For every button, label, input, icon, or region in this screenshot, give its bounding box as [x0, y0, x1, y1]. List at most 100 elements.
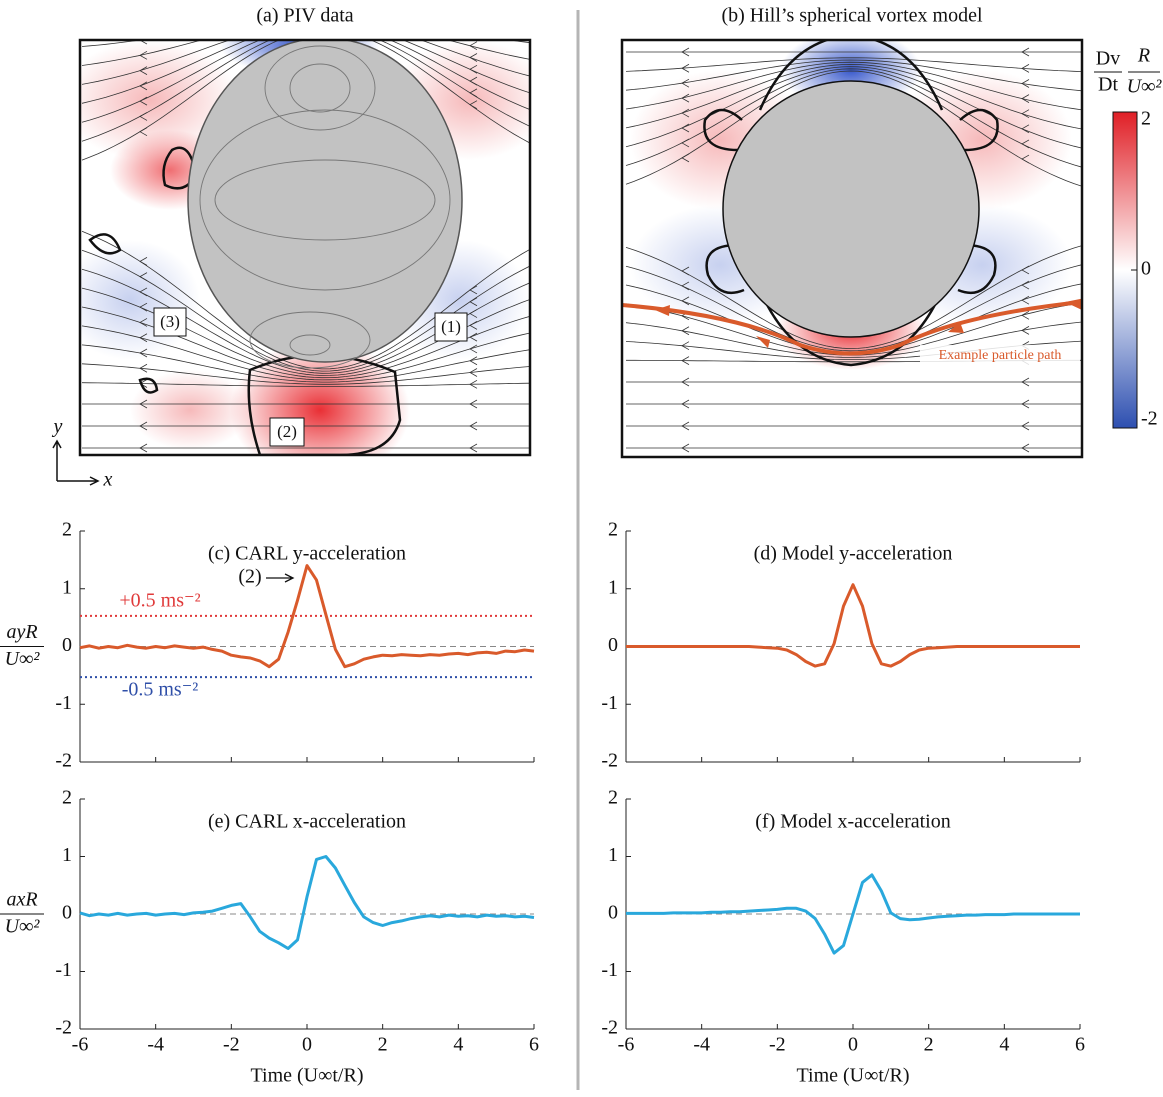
- stream-arrow: [1021, 154, 1030, 164]
- stream-arrow: [1021, 421, 1030, 431]
- reference-label: -0.5 ms⁻²: [122, 679, 199, 701]
- x-label: Time (U∞t/R): [251, 1065, 364, 1087]
- stream-arrow: [469, 443, 478, 453]
- stream-arrow: [681, 78, 690, 88]
- y-label: ayR: [6, 621, 37, 643]
- annotation: (2): [238, 566, 261, 588]
- y-tick-label: 2: [62, 787, 72, 809]
- contour: [959, 108, 999, 152]
- streamline: [625, 63, 1082, 130]
- stream-arrow: [469, 379, 478, 389]
- x-tick-label: 6: [1075, 1034, 1085, 1056]
- inner-streamline: [249, 311, 371, 369]
- x-label: Time (U∞t/R): [797, 1065, 910, 1087]
- field-a: [80, 40, 530, 455]
- stream-arrow: [469, 88, 478, 98]
- body: [722, 80, 980, 338]
- y-tick-label: 1: [608, 844, 618, 866]
- streamlines: [81, 40, 530, 453]
- y-tick-label: -2: [601, 750, 618, 772]
- data-line: [79, 855, 535, 950]
- label-box: [269, 417, 305, 447]
- streamline: [625, 57, 1082, 72]
- colorbar-tick-label: -2: [1141, 408, 1158, 430]
- data-line: [79, 564, 535, 669]
- x-tick-label: 6: [529, 1034, 539, 1056]
- line-charts: -2 -1 0 1 2 +0.5 ms⁻² -0.5 ms⁻² (c) CARL y-acce…: [0, 519, 1085, 1087]
- stream-arrow: [139, 333, 148, 343]
- x-tick-label: 0: [302, 1034, 312, 1056]
- stream-arrow: [681, 108, 690, 118]
- y-tick-label: -2: [601, 1017, 618, 1039]
- stream-arrow: [681, 296, 690, 306]
- y-tick-label: 1: [62, 576, 72, 598]
- x-tick-label: -4: [147, 1034, 164, 1056]
- inner-streamline: [214, 159, 436, 241]
- stream-arrow: [681, 47, 690, 57]
- stream-arrow: [139, 348, 148, 358]
- stream-arrow: [139, 302, 148, 312]
- stream-arrow: [681, 341, 690, 351]
- stream-arrow: [469, 356, 478, 366]
- streamline: [81, 344, 530, 383]
- stream-arrow: [469, 332, 478, 342]
- y-tick-label: 2: [608, 787, 618, 809]
- stream-arrow: [1021, 79, 1030, 88]
- streamline: [81, 40, 530, 85]
- stream-arrow: [681, 326, 690, 336]
- stream-arrow: [469, 76, 478, 86]
- stream-arrow: [681, 93, 690, 103]
- stream-arrow: [1021, 124, 1030, 134]
- stream-arrow: [681, 356, 690, 365]
- stream-arrow: [469, 100, 478, 110]
- contour: [703, 108, 743, 152]
- stream-arrow: [469, 368, 478, 377]
- stream-arrow: [139, 399, 148, 409]
- colorbar-tick-label: 0: [1141, 258, 1151, 280]
- annotation-arrow: [266, 573, 295, 583]
- label-bg: [920, 345, 1080, 365]
- stream-arrow: [469, 297, 478, 307]
- particle-path: [622, 300, 1082, 356]
- stream-arrow: [1021, 326, 1030, 335]
- streamline: [81, 40, 530, 123]
- streamline: [81, 382, 530, 387]
- stream-arrow: [469, 41, 478, 51]
- stream-arrow: [139, 96, 148, 106]
- red-region: [130, 370, 250, 450]
- stream-arrow: [469, 285, 478, 295]
- reference-label: +0.5 ms⁻²: [119, 589, 200, 611]
- axis-label: x: [103, 469, 113, 491]
- inner-streamline: [199, 109, 451, 291]
- y-tick-label: 0: [608, 634, 618, 656]
- streamline: [81, 249, 530, 372]
- x-tick-label: -2: [769, 1034, 786, 1056]
- axis-label: y: [52, 416, 63, 438]
- y-tick-label: -1: [55, 692, 72, 714]
- stream-arrow: [469, 309, 478, 318]
- streamline: [625, 68, 1082, 168]
- inner-streamline: [264, 45, 376, 131]
- y-tick-label: 0: [62, 634, 72, 656]
- streamline: [81, 40, 530, 161]
- stream-arrow: [139, 421, 148, 431]
- streamline: [625, 70, 1082, 187]
- stream-arrow: [139, 257, 148, 266]
- streamline: [81, 230, 530, 370]
- annotation: (3): [160, 312, 180, 331]
- y-tick-label: -1: [601, 692, 618, 714]
- stream-arrow: [681, 123, 690, 133]
- stream-arrow: [681, 63, 690, 73]
- contour: [758, 289, 944, 367]
- streamline: [625, 66, 1082, 149]
- stream-arrow: [469, 53, 478, 62]
- stream-arrow: [139, 272, 148, 281]
- stream-arrow: [681, 266, 690, 276]
- stream-arrow: [139, 112, 148, 121]
- y-tick-label: -2: [55, 1017, 72, 1039]
- streamline: [625, 59, 1082, 92]
- stream-arrow: [1021, 295, 1030, 305]
- stream-arrow: [469, 64, 478, 74]
